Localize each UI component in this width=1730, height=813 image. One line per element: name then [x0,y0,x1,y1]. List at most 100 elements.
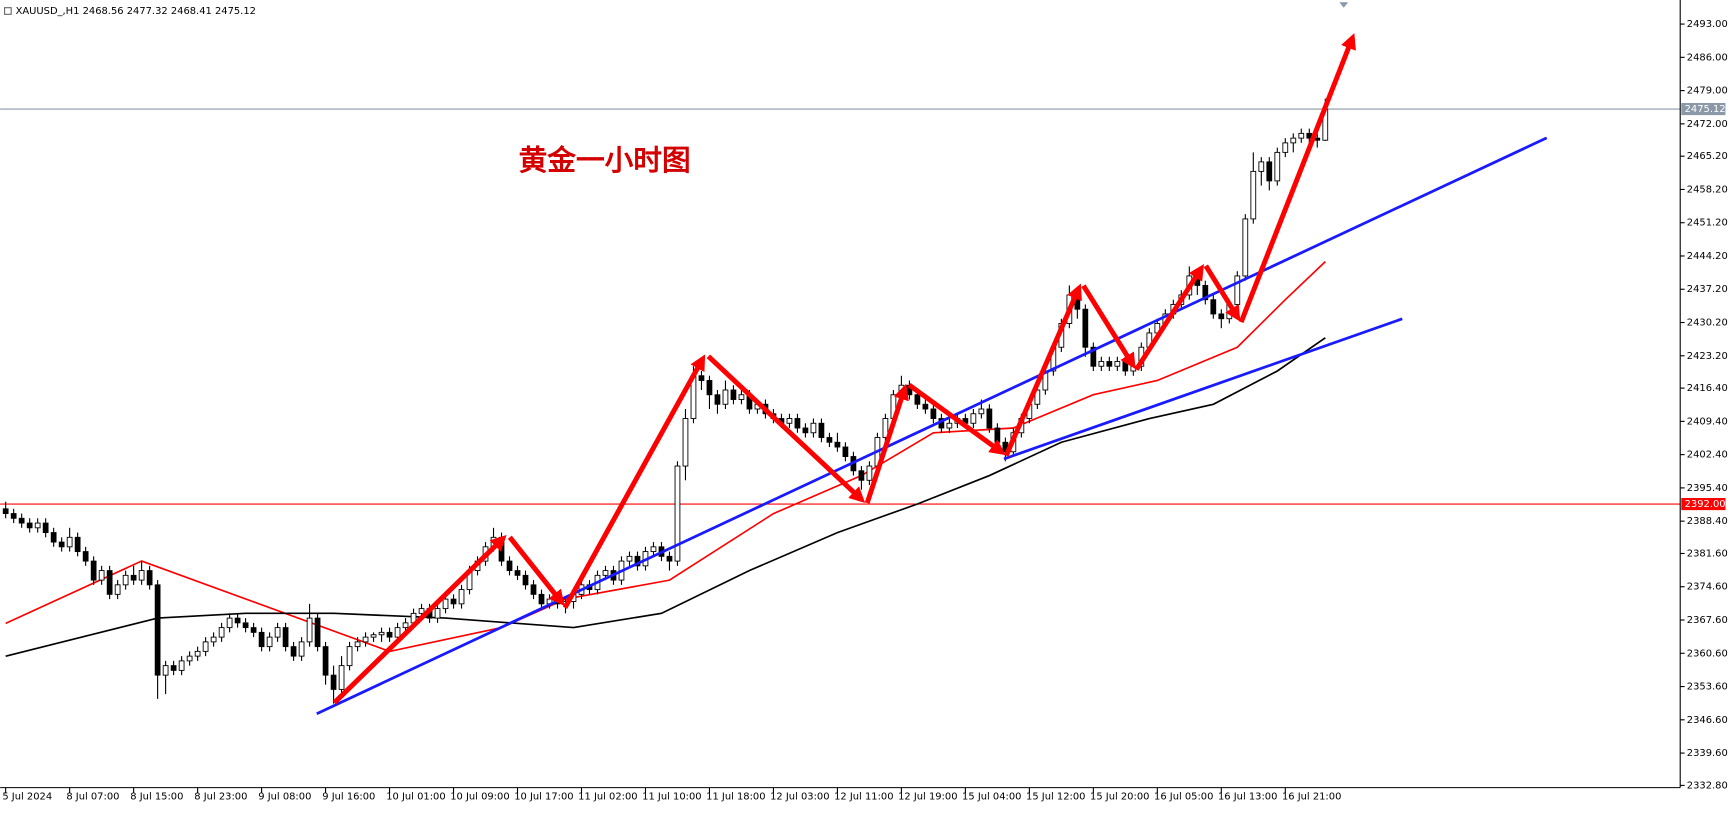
y-tick-label: 2374.60 [1687,582,1728,593]
y-tick-label: 2381.60 [1687,548,1728,559]
candle-body [90,560,97,581]
y-tick-label: 2479.00 [1687,86,1728,97]
x-tick-label: 11 Jul 02:00 [578,791,637,802]
candle-body [274,627,281,638]
candle-body [506,560,513,572]
y-tick-label: 2388.40 [1687,516,1728,527]
candle-body [1274,151,1281,182]
candle-body [946,422,953,429]
arrows [332,33,1356,705]
candle-body [1298,132,1305,139]
candle-body [122,574,129,586]
candle-body [146,570,153,586]
candle-body [290,646,297,657]
candle-body [738,394,745,400]
x-tick-label: 15 Jul 20:00 [1090,791,1149,802]
annotations [316,33,1548,715]
candle-body [314,617,321,648]
candle-body [66,536,73,548]
candle-body [626,555,633,562]
chart-header: XAUUSD_,H1 2468.56 2477.32 2468.41 2475.… [16,6,256,17]
y-tick-label: 2395.40 [1687,483,1728,494]
x-tick-label: 12 Jul 03:00 [770,791,829,802]
candle-body [650,546,657,553]
candle-body [834,441,841,448]
arrow [864,383,909,504]
candle-body [714,394,721,405]
y-tick-label: 2444.20 [1687,251,1728,262]
candle-body [138,570,145,581]
level-label: 2475.12 [1685,104,1726,115]
arrow [562,354,706,610]
candle-body [194,650,201,657]
candle-body [50,532,57,543]
candle-body [354,641,361,648]
candle-body [1266,161,1273,182]
candle-body [106,570,113,595]
candle-body [914,394,921,405]
candle-body [978,408,985,415]
candle-body [706,380,713,396]
candle-body [226,617,233,629]
candle-body [162,665,169,676]
candle-body [178,660,185,671]
y-tick-label: 2493.00 [1687,19,1728,30]
candle-body [386,631,393,638]
candle-body [682,418,689,467]
candle-body [866,465,873,481]
x-tick-label: 16 Jul 21:00 [1282,791,1341,802]
candle-body [346,646,353,667]
candle-body [10,513,17,519]
candle-body [970,413,977,424]
candle-body [882,418,889,438]
trend-line [1003,317,1403,461]
x-tick-label: 10 Jul 01:00 [386,791,445,802]
candle-body [986,408,993,429]
y-tick-label: 2472.00 [1687,119,1728,130]
y-tick-label: 2465.20 [1687,151,1728,162]
candle-body [1218,313,1225,320]
x-tick-label: 9 Jul 16:00 [322,791,375,802]
y-tick-label: 2346.60 [1687,715,1728,726]
candle-body [666,555,673,562]
candle-body [1114,361,1121,367]
arrow [1238,33,1356,324]
shift-marker [1339,2,1349,8]
candle-body [858,470,865,481]
candle-body [602,570,609,576]
x-tick-label: 15 Jul 12:00 [1026,791,1085,802]
arrow [332,534,507,705]
candle-body [282,627,289,648]
candle-body [1250,170,1257,220]
header-icon [4,7,12,15]
moving-average [5,337,1326,657]
candle-body [114,584,121,595]
candle-body [250,627,257,633]
arrow [1203,264,1241,322]
annotation-text: 黄金一小时图 [519,144,691,177]
candle-body [34,522,41,529]
candle-body [338,665,345,690]
level-label-box [1681,497,1726,511]
candle-body [1210,299,1217,315]
candle-body [1234,275,1241,305]
candle-body [922,403,929,410]
y-tick-label: 2486.00 [1687,52,1728,63]
high: 2477.32 [127,6,168,17]
symbol: XAUUSD_,H1 [16,6,80,17]
candle-body [1090,346,1097,367]
y-tick-label: 2409.40 [1687,416,1728,427]
candle-body [674,465,681,562]
candle-body [218,627,225,638]
x-tick-label: 16 Jul 05:00 [1154,791,1213,802]
candle-body [234,617,241,624]
y-tick-label: 2402.40 [1687,450,1728,461]
candle-body [538,593,545,605]
candle-body [58,541,65,548]
candle-body [1282,142,1289,153]
x-tick-label: 9 Jul 08:00 [258,791,311,802]
candle-body [1258,161,1265,172]
